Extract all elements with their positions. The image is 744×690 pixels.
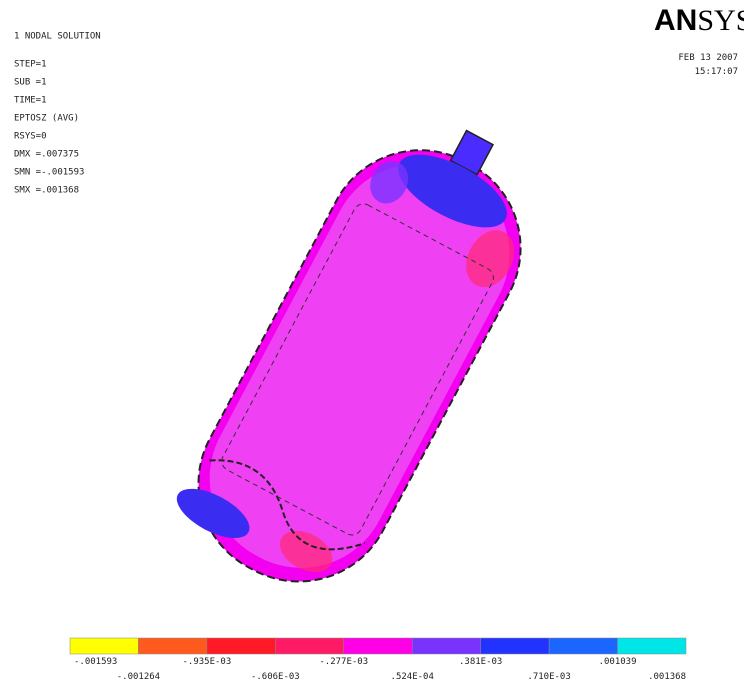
info-line: SUB =1 [14, 78, 47, 88]
vessel-model [163, 91, 567, 615]
legend-swatch [412, 638, 480, 654]
legend-label: -.001264 [117, 672, 160, 682]
info-block: 1 NODAL SOLUTION STEP=1 SUB =1 TIME=1 EPTOSZ… [14, 32, 101, 196]
legend-label: -.935E-03 [182, 657, 231, 667]
legend-label: .001368 [648, 672, 686, 682]
info-line: EPTOSZ (AVG) [14, 114, 79, 124]
legend-swatch [344, 638, 412, 654]
legend-label: -.001593 [74, 657, 117, 667]
legend-label: -.606E-03 [251, 672, 300, 682]
legend-label: .381E-03 [459, 657, 502, 667]
info-line: STEP=1 [14, 60, 47, 70]
page: {"header": {"info": ["1 NODAL SOLUTION",… [0, 0, 744, 686]
legend: -.001593-.001264 -.935E-03 -.606E-03 -.277E… [70, 638, 686, 682]
legend-swatch [70, 638, 138, 654]
info-line: SMX =.001368 [14, 186, 79, 196]
ansys-logo: ANSYS [654, 4, 744, 37]
legend-label: .001039 [599, 657, 637, 667]
info-line: 1 NODAL SOLUTION [14, 32, 101, 42]
info-line: TIME=1 [14, 96, 47, 106]
legend-swatch [207, 638, 275, 654]
time: 15:17:07 [695, 67, 738, 77]
legend-label: .710E-03 [527, 672, 570, 682]
legend-swatch [618, 638, 686, 654]
legend-swatch [275, 638, 343, 654]
info-line: DMX =.007375 [14, 150, 79, 160]
logo-light: SYS [697, 4, 744, 37]
info-line: SMN =-.001593 [14, 168, 84, 178]
legend-label: -.277E-03 [319, 657, 368, 667]
legend-swatch [138, 638, 206, 654]
ansys-viewport: 1 NODAL SOLUTION STEP=1 SUB =1 TIME=1 EPTOSZ… [0, 0, 744, 686]
date: FEB 13 2007 [678, 53, 738, 63]
legend-label: .524E-04 [391, 672, 434, 682]
legend-swatch [481, 638, 549, 654]
info-line: RSYS=0 [14, 132, 47, 142]
legend-swatch [549, 638, 617, 654]
logo-bold: AN [654, 4, 697, 37]
